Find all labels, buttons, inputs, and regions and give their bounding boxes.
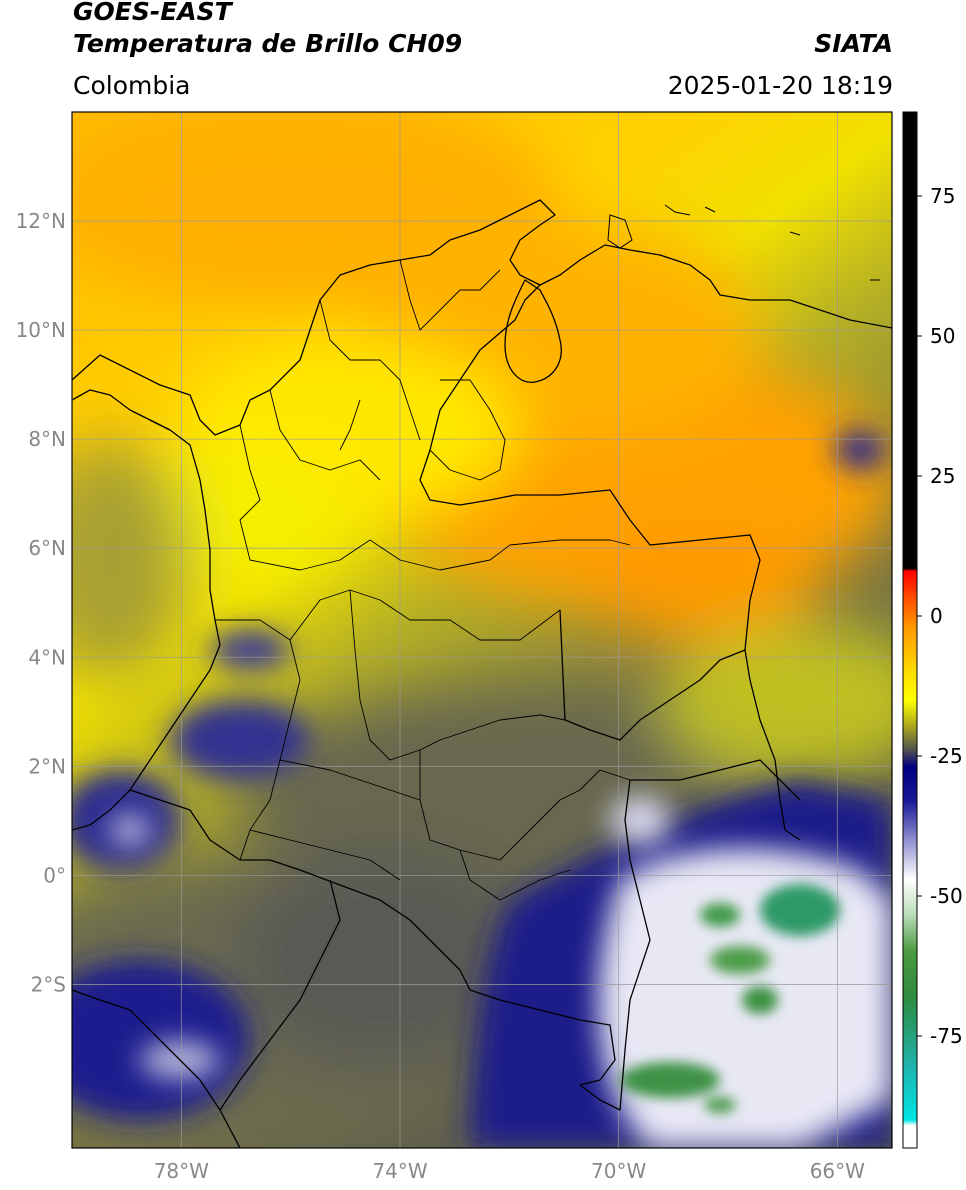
- lat-tick-label: 2°S: [31, 972, 66, 996]
- colombia-venezuela-border: [419, 284, 801, 841]
- region-label: Colombia: [73, 71, 191, 100]
- latitude-labels: 12°N 10°N 8°N 6°N 4°N 2°N 0° 2°S: [16, 209, 66, 996]
- pacific-coastline: [72, 389, 221, 831]
- lat-tick-label: 4°N: [28, 645, 66, 669]
- maracaibo-lake: [504, 279, 562, 383]
- lat-tick-label: 10°N: [16, 318, 66, 342]
- satellite-imagery: [72, 112, 892, 1148]
- lat-tick-label: 12°N: [16, 209, 66, 233]
- colorbar-tick-label: 0: [930, 604, 943, 628]
- colombia-ecuador-border: [129, 789, 471, 991]
- ecuador-peru-border: [72, 989, 241, 1148]
- lon-tick-label: 66°W: [810, 1159, 865, 1183]
- colorbar: [903, 112, 917, 1148]
- lon-tick-label: 70°W: [591, 1159, 646, 1183]
- product-title: Temperatura de Brillo CH09: [73, 29, 463, 58]
- colorbar-tick-label: -25: [930, 744, 963, 768]
- colorbar-tick-label: -50: [930, 884, 963, 908]
- lon-tick-label: 78°W: [154, 1159, 209, 1183]
- caribbean-coastline: [72, 199, 892, 436]
- lat-tick-label: 0°: [43, 863, 66, 887]
- colorbar-tick-label: 75: [930, 184, 955, 208]
- lat-tick-label: 6°N: [28, 536, 66, 560]
- longitude-labels: 78°W 74°W 70°W 66°W: [154, 1159, 865, 1183]
- venezuela-brazil-border: [559, 609, 746, 741]
- islands: [607, 204, 880, 281]
- country-borders: [72, 199, 892, 1148]
- satellite-name: GOES-EAST: [73, 0, 232, 26]
- colorbar-tick-label: 25: [930, 464, 955, 488]
- lon-tick-label: 74°W: [372, 1159, 427, 1183]
- map-frame: [71, 111, 893, 1149]
- amazon-river-border: [219, 879, 341, 1111]
- colombia-peru-border: [469, 779, 651, 1111]
- timestamp-label: 2025-01-20 18:19: [667, 71, 893, 100]
- lat-tick-label: 2°N: [28, 754, 66, 778]
- department-borders: [215, 259, 631, 901]
- colorbar-tick-label: 50: [930, 324, 955, 348]
- lat-tick-label: 8°N: [28, 427, 66, 451]
- colorbar-tick-label: -75: [930, 1024, 963, 1048]
- colombia-brazil-border: [630, 759, 801, 801]
- colorbar-ticks: 75 50 25 0 -25 -50 -75: [917, 184, 963, 1048]
- colorbar-frame: [902, 111, 918, 1149]
- panama-colombia-border: [149, 419, 171, 431]
- brand-label: SIATA: [814, 29, 893, 58]
